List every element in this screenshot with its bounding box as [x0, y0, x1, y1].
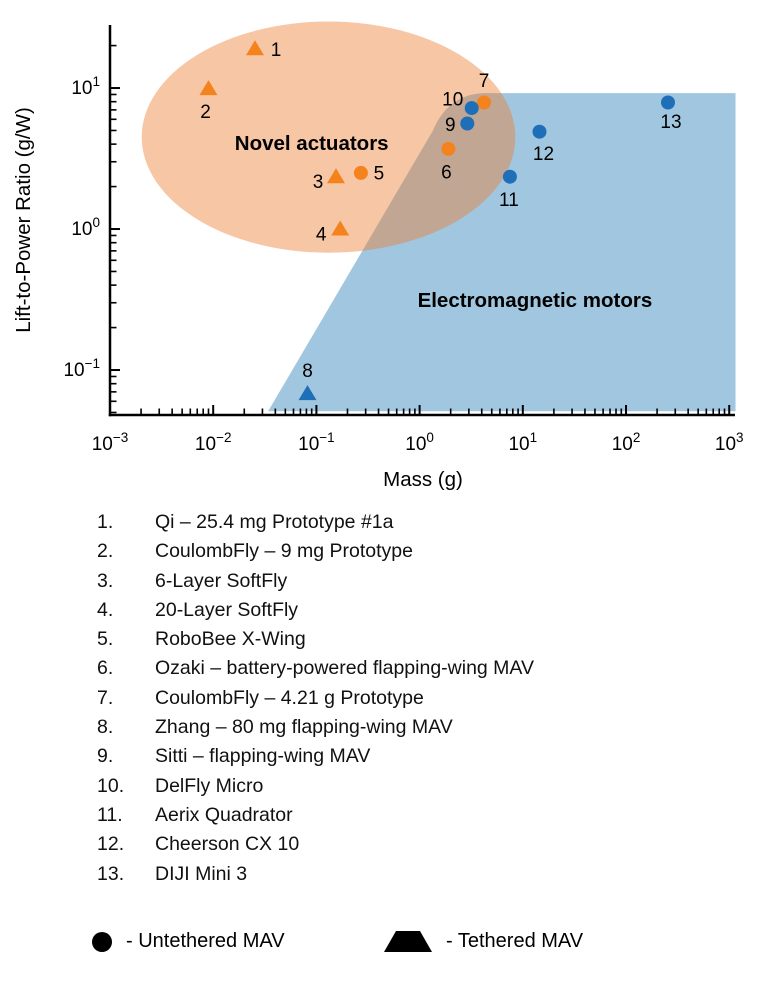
region-novel-actuators	[141, 21, 516, 253]
device-list: 1. Qi – 25.4 mg Prototype #1a 2. CoulombFly…	[97, 511, 737, 892]
list-item-number: 2.	[97, 540, 114, 563]
point-10-label: 10	[442, 90, 463, 111]
list-item-number: 7.	[97, 686, 114, 709]
x-tick-label: 102	[612, 430, 641, 455]
point-9-label: 9	[445, 115, 456, 136]
mav-scatter-chart: Electromagnetic motors Novel actuators 10−…	[12, 21, 744, 491]
list-item-9: 9. Sitti – flapping-wing MAV	[97, 745, 737, 774]
list-item-label: Cheerson CX 10	[155, 833, 300, 856]
list-item-3: 3. 6-Layer SoftFly	[97, 570, 737, 599]
list-item-label: Ozaki – battery-powered flapping-wing MA…	[155, 657, 534, 680]
list-item-label: DelFly Micro	[155, 774, 264, 797]
point-1-marker	[246, 40, 264, 56]
list-item-number: 12.	[97, 833, 125, 856]
list-item-label: Zhang – 80 mg flapping-wing MAV	[155, 716, 453, 739]
legend-tethered: - Tethered MAV	[384, 930, 583, 953]
list-item-label: Aerix Quadrator	[155, 803, 293, 826]
list-item-label: 20-Layer SoftFly	[155, 598, 299, 621]
point-12-marker	[532, 124, 547, 139]
list-item-8: 8. Zhang – 80 mg flapping-wing MAV	[97, 716, 737, 745]
y-tick-label: 10−1	[63, 356, 100, 381]
triangle-marker-icon	[384, 931, 432, 952]
point-1-label: 1	[271, 40, 282, 61]
x-tick-label: 100	[405, 430, 434, 455]
point-11-marker	[502, 169, 517, 184]
list-item-label: 6-Layer SoftFly	[155, 569, 288, 592]
list-item-label: DIJI Mini 3	[155, 862, 248, 885]
x-tick-label: 10−3	[92, 430, 129, 455]
point-4-marker	[331, 220, 350, 236]
list-item-4: 4. 20-Layer SoftFly	[97, 599, 737, 628]
legend-untethered: - Untethered MAV	[92, 930, 285, 953]
point-4-label: 4	[316, 225, 327, 246]
region-label-electromagnetic-motors: Electromagnetic motors	[418, 289, 653, 312]
point-10-marker	[464, 101, 479, 116]
region-label-novel-actuators: Novel actuators	[235, 132, 389, 155]
point-2-label: 2	[200, 102, 211, 123]
list-item-number: 1.	[97, 511, 114, 533]
list-item-2: 2. CoulombFly – 9 mg Prototype	[97, 540, 737, 569]
list-item-6: 6. Ozaki – battery-powered flapping-wing …	[97, 657, 737, 686]
x-tick-label: 10−2	[195, 430, 232, 455]
y-tick-label: 101	[71, 74, 100, 99]
point-6-label: 6	[441, 162, 452, 183]
list-item-number: 13.	[97, 862, 125, 885]
y-axis-title: Lift-to-Power Ratio (g/W)	[12, 107, 35, 333]
point-3-label: 3	[313, 172, 324, 193]
point-11-label: 11	[499, 190, 519, 211]
x-tick-label: 101	[508, 430, 537, 455]
point-3-marker	[327, 168, 345, 184]
list-item-1: 1. Qi – 25.4 mg Prototype #1a	[97, 511, 737, 540]
point-2-marker	[199, 80, 218, 96]
point-12-label: 12	[533, 144, 554, 165]
list-item-number: 6.	[97, 657, 114, 680]
list-item-number: 5.	[97, 628, 114, 651]
list-item-10: 10. DelFly Micro	[97, 775, 737, 804]
x-tick-label: 10−1	[298, 430, 335, 455]
list-item-5: 5. RoboBee X-Wing	[97, 628, 737, 657]
region-shapes	[141, 21, 736, 412]
list-item-number: 4.	[97, 598, 114, 621]
point-8-marker	[298, 385, 317, 401]
list-item-7: 7. CoulombFly – 4.21 g Prototype	[97, 687, 737, 716]
point-5-marker	[353, 165, 368, 180]
region-labels: Electromagnetic motors Novel actuators	[235, 132, 652, 312]
y-tick-label: 100	[71, 215, 100, 240]
list-item-label: Qi – 25.4 mg Prototype #1a	[155, 511, 394, 533]
list-item-label: RoboBee X-Wing	[155, 628, 306, 651]
point-7-marker	[477, 95, 491, 110]
list-item-number: 11.	[97, 803, 123, 826]
list-item-number: 3.	[97, 569, 114, 592]
point-13-marker	[661, 95, 675, 110]
chart-canvas: Electromagnetic motors Novel actuators 10−…	[12, 21, 744, 491]
legend-untethered-label: - Untethered MAV	[126, 930, 285, 952]
point-9-marker	[460, 116, 475, 131]
point-5-label: 5	[374, 163, 385, 184]
x-axis-title: Mass (g)	[383, 468, 463, 491]
point-7-label: 7	[479, 71, 490, 92]
region-electromagnetic-motors	[268, 93, 736, 412]
marker-legend: - Untethered MAV - Tethered MAV	[0, 926, 778, 966]
axes	[108, 25, 735, 417]
point-8-label: 8	[302, 361, 313, 382]
list-item-13: 13. DIJI Mini 3	[97, 863, 737, 892]
list-item-number: 9.	[97, 745, 114, 768]
list-item-label: CoulombFly – 9 mg Prototype	[155, 540, 413, 563]
list-item-12: 12. Cheerson CX 10	[97, 833, 737, 862]
circle-marker-icon	[92, 931, 112, 952]
list-item-number: 10.	[97, 774, 125, 797]
legend-tethered-label: - Tethered MAV	[446, 930, 584, 952]
list-item-label: Sitti – flapping-wing MAV	[155, 745, 371, 768]
list-item-number: 8.	[97, 716, 114, 739]
list-item-label: CoulombFly – 4.21 g Prototype	[155, 686, 424, 709]
point-6-marker	[441, 141, 456, 156]
point-13-label: 13	[660, 112, 681, 133]
x-tick-label: 103	[715, 430, 744, 455]
list-item-11: 11. Aerix Quadrator	[97, 804, 737, 833]
